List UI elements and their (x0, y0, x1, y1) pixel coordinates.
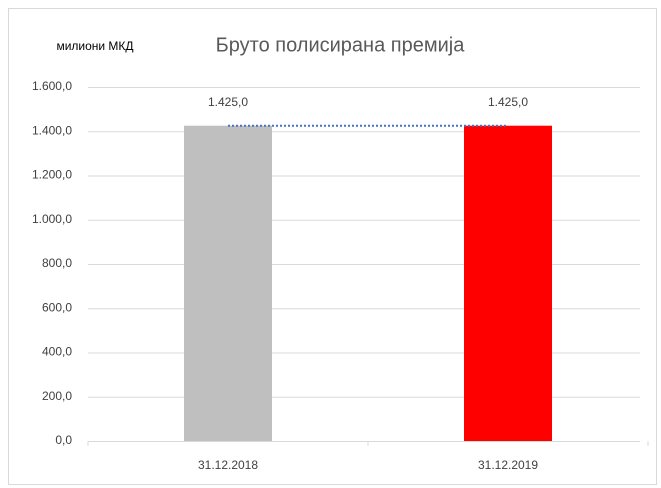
value-label: 1.425,0 (208, 95, 248, 109)
value-label: 1.425,0 (488, 95, 528, 109)
y-tick-label: 1.400,0 (32, 123, 72, 137)
y-tick-label: 600,0 (42, 300, 72, 314)
bar (464, 125, 552, 441)
bar (184, 125, 272, 441)
chart-title: Бруто полисирана премија (216, 34, 466, 56)
chart-frame (8, 8, 657, 485)
y-axis-label: милиони МКД (56, 39, 133, 53)
y-tick-label: 1.200,0 (32, 168, 72, 182)
x-tick-label: 31.12.2018 (198, 458, 258, 472)
y-tick-label: 400,0 (42, 345, 72, 359)
y-tick-label: 800,0 (42, 256, 72, 270)
y-tick-label: 1.000,0 (32, 212, 72, 226)
y-tick-label: 0,0 (55, 433, 72, 447)
x-tick-label: 31.12.2019 (478, 458, 538, 472)
y-tick-label: 1.600,0 (32, 79, 72, 93)
y-tick-label: 200,0 (42, 389, 72, 403)
